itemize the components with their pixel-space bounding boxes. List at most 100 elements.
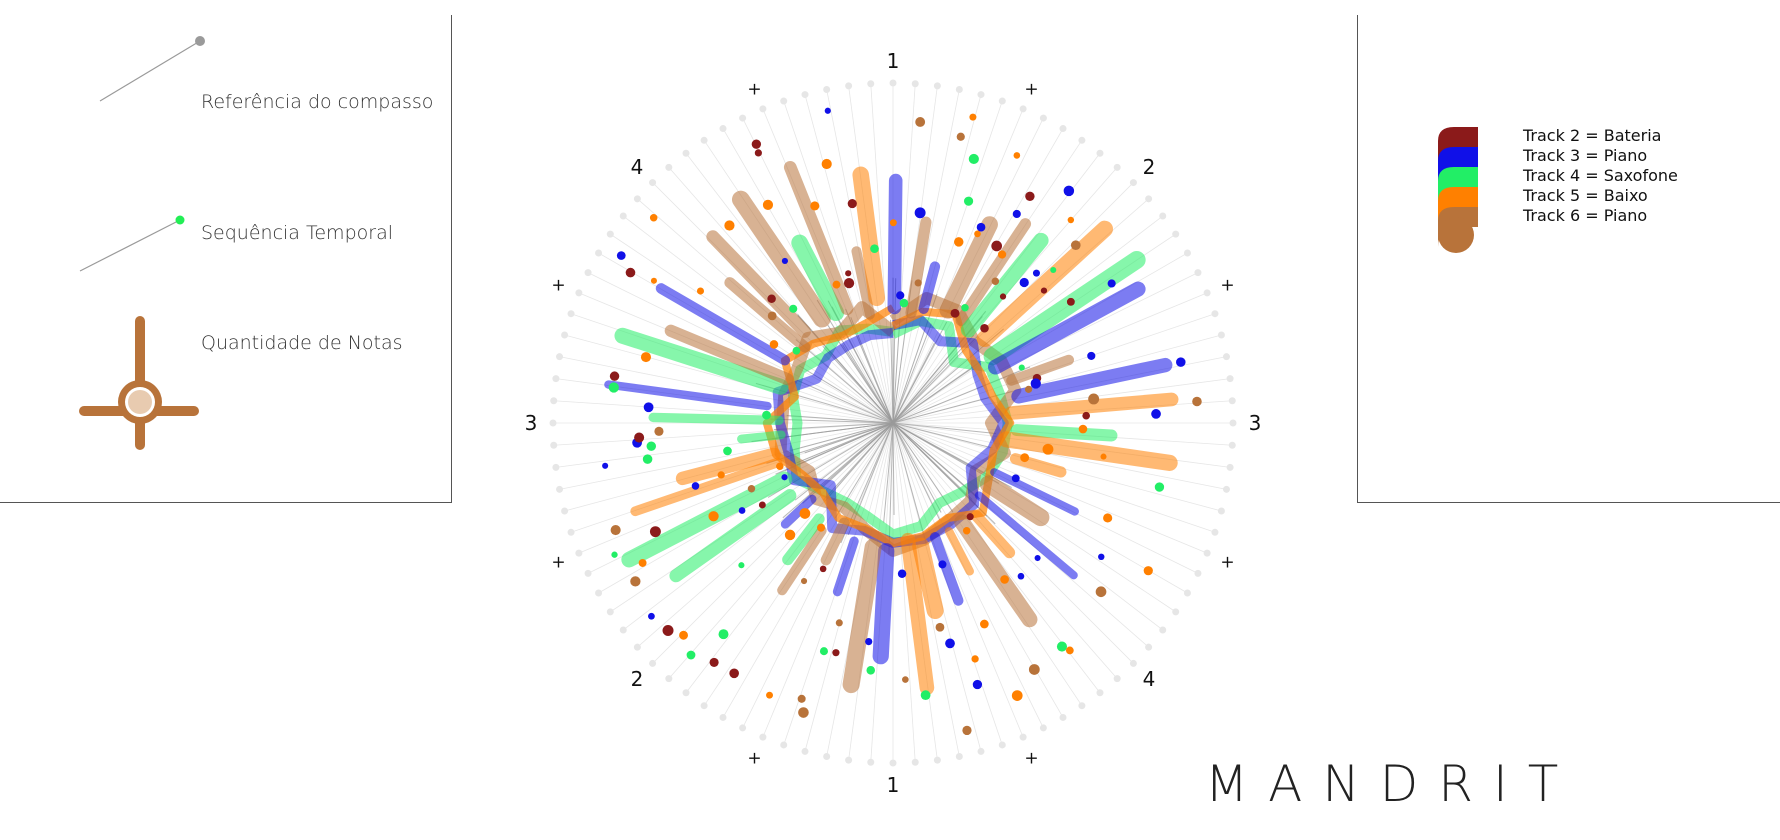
note-bar (780, 494, 817, 529)
note-dot (966, 513, 974, 521)
reference-dot (719, 125, 727, 133)
reference-line (762, 422, 894, 738)
note-bar (1010, 424, 1118, 442)
time-spoke (892, 334, 975, 424)
note-dot (686, 650, 696, 660)
note-bar (782, 513, 825, 566)
reference-dot (665, 163, 673, 171)
reference-dot (998, 97, 1006, 105)
note-dot (709, 657, 719, 667)
reference-dot (1059, 125, 1067, 133)
reference-dot (1129, 659, 1137, 667)
note-dot (630, 576, 641, 587)
reference-dot (780, 741, 788, 749)
reference-dot (595, 249, 603, 257)
reference-dot (1217, 331, 1225, 339)
note-dot (646, 441, 657, 451)
reference-dot (1228, 441, 1236, 449)
time-spoke (797, 379, 894, 424)
note-dot (961, 303, 969, 312)
reference-dot (1096, 149, 1104, 157)
note-dot (708, 511, 719, 522)
reference-dot (567, 310, 575, 318)
reference-line (892, 215, 1163, 424)
note-dot (832, 280, 841, 289)
reference-line (892, 128, 1064, 424)
note-dot (800, 577, 808, 585)
reference-dot (1078, 136, 1086, 144)
reference-dot (567, 528, 575, 536)
note-dot (1176, 357, 1186, 367)
note-dot (845, 270, 852, 277)
note-dot (729, 668, 739, 679)
note-dot (781, 257, 788, 265)
reference-line (623, 215, 894, 424)
beat-label: 2 (1143, 155, 1156, 179)
track-label: Track 2 = Bateria (1523, 126, 1662, 145)
beat-label: 2 (631, 667, 644, 691)
note-dot (717, 471, 725, 479)
note-bar (655, 283, 791, 366)
note-bar (954, 514, 1038, 628)
note-dot (1030, 378, 1041, 389)
note-dot (870, 244, 879, 253)
reference-dot (1228, 397, 1236, 405)
reference-dot (1203, 549, 1211, 557)
offbeat-label: + (1220, 553, 1234, 573)
reference-line (553, 422, 894, 446)
time-spoke (892, 422, 942, 513)
note-dot (847, 199, 857, 209)
reference-dot (606, 230, 614, 238)
reference-line (892, 422, 916, 763)
reference-dot (1059, 713, 1067, 721)
reference-line (652, 422, 894, 664)
time-spoke (791, 422, 894, 451)
reference-dot (911, 80, 919, 88)
reference-dot (955, 752, 963, 760)
reference-line (559, 356, 894, 424)
reference-dot (1113, 163, 1121, 171)
note-dot (797, 694, 806, 703)
legend-panel-right: Track 2 = Bateria Track 3 = Piano Track 4 … (1357, 15, 1780, 503)
note-bar (791, 234, 845, 322)
reference-dot (801, 747, 809, 755)
note-dot (954, 237, 964, 247)
note-dot (935, 622, 945, 632)
offbeat-label: + (1024, 748, 1038, 768)
note-dot (738, 562, 745, 569)
note-dot (972, 679, 983, 690)
note-dot (767, 294, 776, 304)
note-dot (980, 323, 989, 333)
reference-line (892, 422, 1227, 490)
time-spoke (892, 368, 972, 424)
note-dot (1065, 646, 1074, 655)
note-dot (611, 551, 618, 558)
reference-dot (1172, 608, 1180, 616)
note-dot (810, 201, 820, 211)
reference-line (742, 422, 894, 729)
reference-dot (700, 136, 708, 144)
note-bar (918, 261, 941, 314)
note-dot (758, 501, 766, 509)
note-dot (1034, 555, 1041, 562)
note-bar (987, 281, 1146, 375)
note-dot (1063, 185, 1075, 197)
note-dot (1095, 586, 1107, 598)
note-dot (1078, 424, 1088, 434)
reference-dot (1172, 230, 1180, 238)
time-spoke (795, 339, 894, 424)
offbeat-label: + (551, 553, 565, 573)
reference-line (892, 108, 1024, 424)
note-dot (1103, 513, 1113, 523)
reference-dot (1222, 485, 1230, 493)
note-dot (962, 527, 971, 535)
note-dot (789, 304, 798, 313)
note-bar (1006, 354, 1075, 386)
reference-dot (1019, 733, 1027, 741)
reference-line (892, 89, 960, 424)
reference-dot (665, 675, 673, 683)
note-dot (1050, 266, 1057, 274)
note-bar (912, 537, 944, 620)
reference-dot (682, 149, 690, 157)
reference-dot (867, 758, 875, 766)
